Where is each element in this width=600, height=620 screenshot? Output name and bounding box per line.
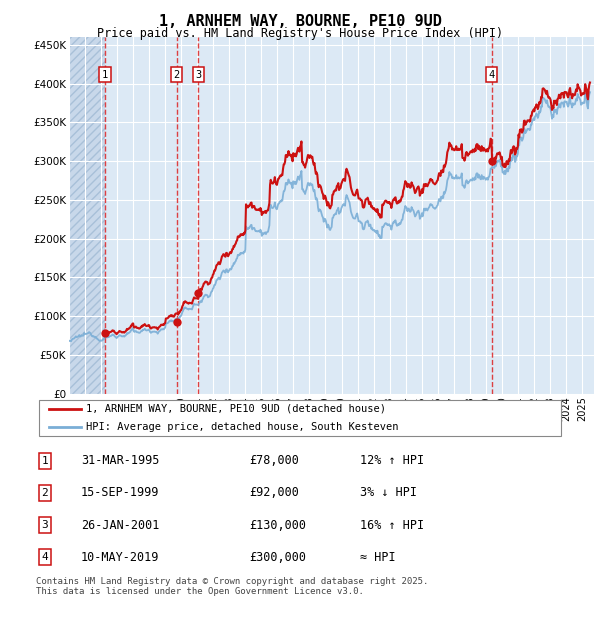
Text: 1: 1 [102,69,108,79]
Text: Contains HM Land Registry data © Crown copyright and database right 2025.
This d: Contains HM Land Registry data © Crown c… [36,577,428,596]
Text: 12% ↑ HPI: 12% ↑ HPI [360,454,424,467]
Text: 3% ↓ HPI: 3% ↓ HPI [360,487,417,499]
Text: 1, ARNHEM WAY, BOURNE, PE10 9UD: 1, ARNHEM WAY, BOURNE, PE10 9UD [158,14,442,29]
Text: 3: 3 [41,520,49,530]
Text: 2: 2 [173,69,179,79]
Text: 4: 4 [41,552,49,562]
Text: 15-SEP-1999: 15-SEP-1999 [81,487,160,499]
Text: 1: 1 [41,456,49,466]
Text: 26-JAN-2001: 26-JAN-2001 [81,519,160,531]
Text: 3: 3 [195,69,202,79]
Text: 2: 2 [41,488,49,498]
Bar [69,37,105,394]
Text: 4: 4 [488,69,494,79]
Text: 1, ARNHEM WAY, BOURNE, PE10 9UD (detached house): 1, ARNHEM WAY, BOURNE, PE10 9UD (detache… [86,404,386,414]
Text: HPI: Average price, detached house, South Kesteven: HPI: Average price, detached house, Sout… [86,422,398,432]
Text: £92,000: £92,000 [249,487,299,499]
Text: ≈ HPI: ≈ HPI [360,551,395,564]
Text: £130,000: £130,000 [249,519,306,531]
Text: £78,000: £78,000 [249,454,299,467]
Text: 31-MAR-1995: 31-MAR-1995 [81,454,160,467]
Text: 10-MAY-2019: 10-MAY-2019 [81,551,160,564]
FancyBboxPatch shape [38,400,562,436]
Text: 16% ↑ HPI: 16% ↑ HPI [360,519,424,531]
Text: £300,000: £300,000 [249,551,306,564]
Text: Price paid vs. HM Land Registry's House Price Index (HPI): Price paid vs. HM Land Registry's House … [97,27,503,40]
